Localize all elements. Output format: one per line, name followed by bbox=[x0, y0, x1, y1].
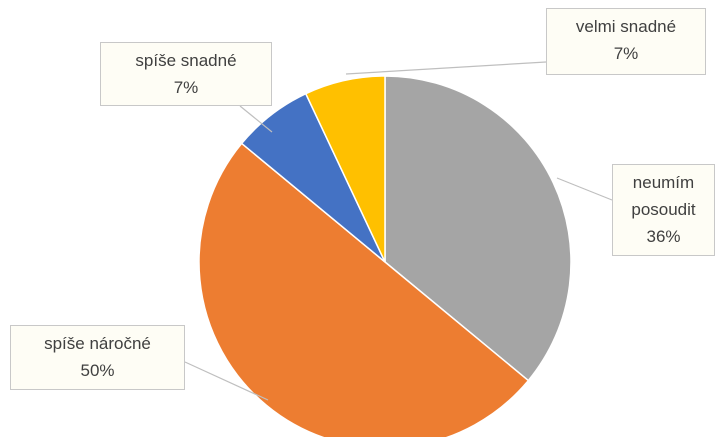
leader-line bbox=[184, 361, 269, 401]
data-label: velmi snadné 7% bbox=[546, 8, 706, 75]
pie-slice bbox=[384, 75, 572, 382]
leader-line bbox=[556, 177, 613, 201]
category-label: velmi snadné bbox=[575, 17, 677, 36]
data-label: spíše náročné 50% bbox=[10, 325, 185, 390]
pie-slice bbox=[304, 75, 386, 263]
category-label: spíše náročné bbox=[44, 334, 151, 353]
leader-line bbox=[345, 61, 547, 75]
category-label: spíše snadné bbox=[135, 51, 237, 70]
value-label: 50% bbox=[80, 361, 115, 380]
data-label: neumím posoudit 36% bbox=[612, 164, 715, 256]
data-label: spíše snadné 7% bbox=[100, 42, 272, 106]
pie-slice bbox=[198, 142, 530, 437]
leader-line bbox=[239, 105, 273, 133]
value-label: 7% bbox=[613, 44, 639, 63]
value-label: 36% bbox=[646, 227, 681, 246]
value-label: 7% bbox=[173, 78, 199, 97]
category-label: neumím posoudit bbox=[631, 173, 696, 219]
